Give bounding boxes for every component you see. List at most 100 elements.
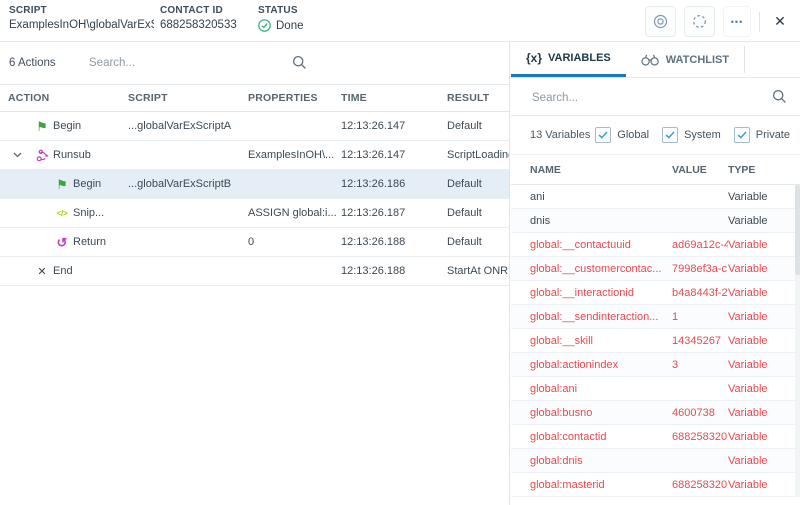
script-cell: ...globalVarExScriptB — [128, 178, 232, 190]
variable-value: b4a8443f-2... — [672, 286, 728, 299]
braces-x-icon: {x} — [526, 51, 543, 65]
variable-type: Variable — [728, 310, 768, 323]
header-contact-field: CONTACT ID 688258320533 — [160, 5, 237, 31]
variable-row[interactable]: global:dnis Variable — [511, 449, 800, 473]
col-type: TYPE — [728, 163, 756, 176]
variable-value: 3 — [672, 358, 679, 371]
variable-type: Variable — [728, 286, 768, 299]
action-label: Snip... — [73, 207, 105, 219]
col-properties: PROPERTIES — [248, 92, 318, 104]
tab-watchlist-label: WATCHLIST — [665, 53, 730, 66]
tab-variables[interactable]: {x} VARIABLES — [511, 42, 626, 77]
target-record-button[interactable] — [645, 6, 676, 37]
result-cell: StartAt ONRELEASE — [447, 265, 509, 277]
glasses-icon — [641, 54, 659, 66]
variable-type: Variable — [728, 454, 768, 467]
variable-row[interactable]: global:__interactionid b4a8443f-2... Var… — [511, 281, 800, 305]
col-action: ACTION — [8, 92, 50, 104]
contact-id-label: CONTACT ID — [160, 5, 223, 16]
checkbox-checked-icon — [733, 127, 750, 143]
col-result: RESULT — [447, 92, 490, 104]
end-x-icon: ✕ — [37, 265, 47, 278]
snippet-code-icon: </> — [56, 208, 68, 218]
col-time: TIME — [341, 92, 367, 104]
variable-value: 7998ef3a-c... — [672, 262, 728, 275]
variable-name: global:masterid — [530, 478, 605, 491]
variable-type: Variable — [728, 238, 768, 251]
variable-value: 1 — [672, 310, 679, 323]
variables-search-input[interactable] — [530, 78, 764, 117]
variable-name: ani — [530, 190, 545, 203]
variables-search — [511, 78, 800, 117]
action-row-runsub[interactable]: Runsub ExamplesInOH\... 12:13:26.147 Scr… — [0, 141, 509, 170]
filter-global-label: Global — [617, 129, 650, 141]
actions-search — [89, 49, 307, 77]
begin-flag-icon: ⚑ — [36, 119, 48, 133]
more-options-button[interactable]: ••• — [723, 6, 751, 37]
variable-type: Variable — [728, 214, 768, 227]
variable-row[interactable]: global:__customercontac... 7998ef3a-c...… — [511, 257, 800, 281]
filter-private-label: Private — [755, 129, 790, 141]
action-label: End — [53, 265, 73, 277]
filter-system-label: System — [684, 129, 721, 141]
col-script: SCRIPT — [128, 92, 168, 104]
variable-row[interactable]: global:__skill 14345267 Variable — [511, 329, 800, 353]
scrollbar-thumb[interactable] — [795, 185, 800, 275]
chevron-down-icon[interactable] — [8, 152, 26, 158]
variable-name: global:busno — [530, 406, 593, 419]
tab-variables-label: VARIABLES — [548, 52, 611, 64]
actions-table-header: ACTION SCRIPT PROPERTIES TIME RESULT — [0, 85, 509, 112]
variable-type: Variable — [728, 406, 768, 419]
variables-filter-row: 13 Variables Global System — [511, 116, 800, 155]
variable-row[interactable]: dnis Variable — [511, 209, 800, 233]
filter-private-checkbox[interactable]: Private — [733, 127, 790, 143]
tab-watchlist[interactable]: WATCHLIST — [626, 42, 744, 77]
search-icon[interactable] — [292, 55, 307, 70]
variables-tabbar: {x} VARIABLES WATCHLIST — [511, 42, 800, 78]
trace-capture-button[interactable] — [684, 6, 715, 37]
variable-type: Variable — [728, 190, 768, 203]
variable-row[interactable]: global:__sendinteraction... 1 Variable — [511, 305, 800, 329]
variable-value: ad69a12c-4... — [672, 238, 728, 251]
time-cell: 12:13:26.147 — [341, 149, 406, 161]
variable-name: global:actionindex — [530, 358, 619, 371]
begin-flag-icon: ⚑ — [56, 177, 68, 191]
status-value: Done — [276, 19, 304, 32]
status-done-check-icon — [258, 19, 271, 32]
action-row-snippet[interactable]: </> Snip... ASSIGN global:i... 12:13:26.… — [0, 199, 509, 228]
search-icon[interactable] — [772, 89, 787, 104]
variable-row[interactable]: global:contactid 688258320... Variable — [511, 425, 800, 449]
variable-row[interactable]: ani Variable — [511, 185, 800, 209]
script-cell: ...globalVarExScriptA — [128, 120, 232, 132]
variable-name: global:__customercontac... — [530, 262, 662, 275]
action-label: Begin — [53, 120, 82, 132]
actions-search-input[interactable] — [89, 49, 307, 77]
status-label: STATUS — [258, 5, 298, 16]
variable-type: Variable — [728, 358, 768, 371]
time-cell: 12:13:26.147 — [341, 120, 406, 132]
variable-row[interactable]: global:actionindex 3 Variable — [511, 353, 800, 377]
action-row-return[interactable]: ↺ Return 0 12:13:26.188 Default — [0, 228, 509, 257]
close-icon: ✕ — [774, 13, 786, 29]
dashed-selection-icon — [693, 15, 706, 28]
variable-row[interactable]: global:masterid 688258320... Variable — [511, 473, 800, 497]
action-row-end[interactable]: ✕ End 12:13:26.188 StartAt ONRELEASE — [0, 257, 509, 286]
variable-row[interactable]: global:ani Variable — [511, 377, 800, 401]
filter-global-checkbox[interactable]: Global — [595, 127, 649, 143]
actions-count: 6 Actions — [9, 57, 56, 69]
actions-toolbar: 6 Actions — [0, 42, 509, 85]
action-row-begin-a[interactable]: ⚑ Begin ...globalVarExScriptA 12:13:26.1… — [0, 112, 509, 141]
action-label: Runsub — [53, 149, 91, 161]
close-button[interactable]: ✕ — [768, 10, 792, 34]
filter-system-checkbox[interactable]: System — [662, 127, 721, 143]
variable-row[interactable]: global:busno 4600738 Variable — [511, 401, 800, 425]
variable-name: global:dnis — [530, 454, 583, 467]
variable-row[interactable]: global:__contactuuid ad69a12c-4... Varia… — [511, 233, 800, 257]
variable-name: global:__sendinteraction... — [530, 310, 659, 323]
variable-value: 14345267 — [672, 334, 721, 347]
script-label: SCRIPT — [9, 5, 47, 16]
variables-scrollbar[interactable] — [795, 185, 800, 497]
result-cell: Default — [447, 236, 482, 248]
action-row-begin-b-selected[interactable]: ⚑ Begin ...globalVarExScriptB 12:13:26.1… — [0, 170, 509, 199]
